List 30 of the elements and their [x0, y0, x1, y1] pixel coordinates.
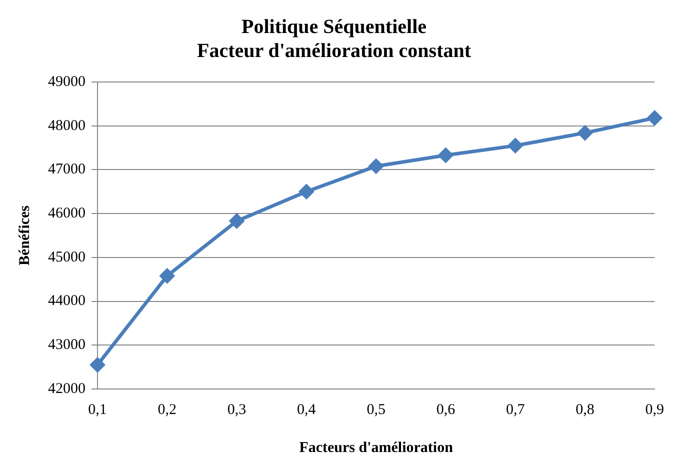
y-tick-label: 43000	[48, 337, 86, 354]
y-tick-label: 46000	[48, 206, 86, 222]
point	[230, 214, 244, 228]
y-tick-label: 47000	[48, 162, 86, 178]
y-tick-label: 44000	[48, 293, 86, 310]
point	[299, 184, 314, 199]
y-tick-label: 48000	[48, 118, 86, 134]
x-tick-label: 0,8	[576, 402, 594, 418]
point	[160, 268, 174, 284]
point	[368, 158, 384, 174]
x-tick-label: 0,6	[436, 402, 456, 418]
x-tick-label: 0,9	[645, 402, 664, 418]
x-tick-label: 0,1	[88, 402, 107, 418]
point	[90, 358, 105, 372]
x-tick-label: 0,7	[506, 402, 526, 418]
text: Politique Séquentielle	[242, 16, 426, 38]
point	[438, 148, 453, 162]
x-tick-label: 0,5	[366, 402, 386, 418]
y-tick-label: 42000	[48, 380, 86, 397]
point	[578, 126, 592, 140]
y-tick-label: 45000	[48, 249, 86, 266]
text: Facteur d'amélioration constant	[196, 40, 472, 62]
x-axis-title: Facteurs d'amélioration	[299, 440, 454, 456]
x-tick-label: 0,4	[297, 402, 316, 418]
x-tick-label: 0,2	[158, 402, 177, 418]
y-tick-label: 49000	[48, 74, 86, 90]
point	[508, 138, 523, 153]
point	[647, 110, 662, 126]
y-axis-title: Bénéfices	[16, 205, 33, 266]
x-tick-label: 0,3	[227, 402, 246, 418]
